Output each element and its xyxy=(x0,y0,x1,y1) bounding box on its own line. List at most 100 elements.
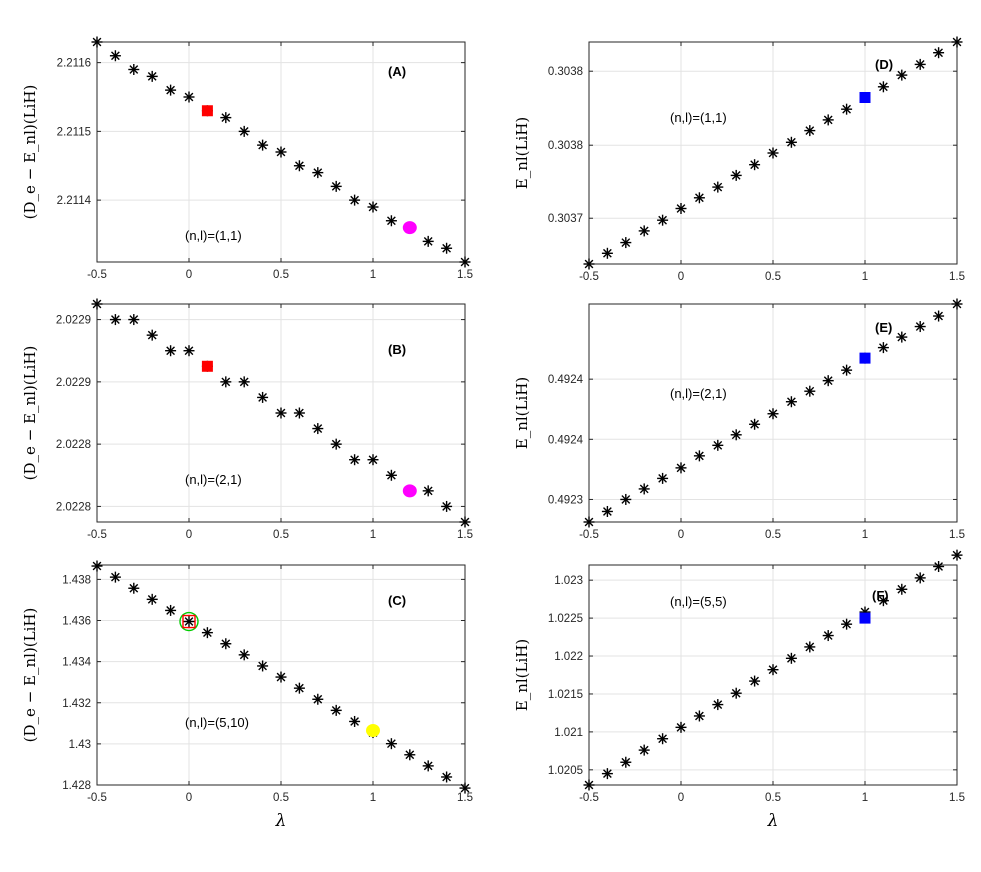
data-point-C-m0p5 xyxy=(91,560,103,572)
x-tick-label: 0 xyxy=(186,529,192,541)
data-point-E-1p5 xyxy=(951,298,963,310)
x-tick-label: 1 xyxy=(370,529,376,541)
x-tick-label: -0.5 xyxy=(87,529,107,541)
data-point-F-0p6 xyxy=(785,652,797,664)
data-point-F-m0p1 xyxy=(657,733,669,745)
data-point-A-0p9 xyxy=(349,194,361,206)
panel-D: -0.5 0 0.5 1 1.5 0.3037 0.3038 0.3038 (D) (n,l)=(… xyxy=(513,36,965,283)
data-point-B-0p6 xyxy=(293,407,305,419)
highlight-C-2 xyxy=(366,724,380,738)
axes-box xyxy=(588,303,958,523)
x-tick-label: 1.5 xyxy=(949,271,965,283)
data-point-A-1p5 xyxy=(459,256,471,268)
data-point-B-1p1 xyxy=(385,469,397,481)
x-tick-label: 0.5 xyxy=(273,269,289,281)
y-tick-label: 1.0225 xyxy=(548,613,583,625)
highlight-D-0 xyxy=(859,92,871,103)
data-point-C-m0p4 xyxy=(109,571,121,583)
data-point-F-1p3 xyxy=(914,572,926,584)
x-tick-label: 0.5 xyxy=(765,529,781,541)
data-point-B-1p5 xyxy=(459,516,471,528)
highlight-E-0 xyxy=(859,352,871,364)
data-point-C-1p4 xyxy=(441,771,453,783)
data-point-D-0p4 xyxy=(749,159,761,171)
y-tick-label: 1.438 xyxy=(62,574,91,586)
data-point-E-0p4 xyxy=(749,418,761,430)
y-axis-label: (D_e − E_nl)(LiH) xyxy=(21,346,39,481)
data-point-F-1p1 xyxy=(877,595,889,607)
y-tick-label: 1.021 xyxy=(554,727,583,739)
data-point-D-0p6 xyxy=(785,136,797,148)
axes-box xyxy=(96,41,466,263)
x-axis-label: λ xyxy=(275,811,287,831)
data-point-A-0 xyxy=(183,91,195,103)
y-tick-label: 1.434 xyxy=(62,657,91,669)
data-point-B-m0p5 xyxy=(91,298,103,310)
data-point-B-0p4 xyxy=(257,391,269,403)
data-point-F-0p4 xyxy=(749,675,761,687)
data-point-C-0 xyxy=(183,616,195,628)
data-point-A-m0p1 xyxy=(165,84,177,96)
y-tick-label: 1.023 xyxy=(554,575,583,587)
x-tick-label: 1.5 xyxy=(457,269,473,281)
data-point-C-0p1 xyxy=(201,627,213,639)
x-axis-label: λ xyxy=(767,811,779,831)
x-tick-label: 1 xyxy=(862,792,868,804)
data-point-C-0p6 xyxy=(293,682,305,694)
data-point-F-0p7 xyxy=(804,641,816,653)
data-point-D-0p7 xyxy=(804,125,816,137)
x-tick-label: 1.5 xyxy=(949,529,965,541)
data-point-B-0 xyxy=(183,345,195,357)
x-tick-label: 0.5 xyxy=(273,792,289,804)
data-point-A-0p2 xyxy=(220,112,232,124)
data-point-B-0p3 xyxy=(238,376,250,388)
data-point-E-0p3 xyxy=(730,429,742,441)
data-point-D-1p2 xyxy=(896,69,908,81)
x-tick-label: 0.5 xyxy=(273,529,289,541)
data-point-B-0p5 xyxy=(275,407,287,419)
axes-box xyxy=(588,41,958,265)
y-tick-label: 0.3038 xyxy=(548,140,583,152)
data-point-F-m0p5 xyxy=(583,779,595,791)
data-point-F-1p5 xyxy=(951,549,963,561)
y-axis-label: (D_e − E_nl)(LiH) xyxy=(21,85,39,220)
data-point-D-0p5 xyxy=(767,147,779,159)
data-point-A-0p3 xyxy=(238,125,250,137)
data-point-E-0p5 xyxy=(767,408,779,420)
x-tick-label: -0.5 xyxy=(579,271,599,283)
x-tick-label: 0 xyxy=(678,271,684,283)
data-point-E-0p1 xyxy=(693,450,705,462)
y-tick-label: 2.0229 xyxy=(56,377,91,389)
panel-label: (D) xyxy=(875,57,893,72)
data-point-A-1 xyxy=(367,201,379,213)
highlight-B-0 xyxy=(201,360,213,372)
data-point-C-0p3 xyxy=(238,649,250,661)
data-point-F-0p5 xyxy=(767,664,779,676)
data-point-C-1p5 xyxy=(459,782,471,794)
data-point-C-m0p2 xyxy=(146,593,158,605)
axes-box xyxy=(588,564,958,786)
data-point-A-m0p4 xyxy=(109,50,121,62)
x-tick-label: -0.5 xyxy=(579,792,599,804)
x-tick-label: 1 xyxy=(370,792,376,804)
data-point-C-0p9 xyxy=(349,715,361,727)
data-point-C-0p8 xyxy=(330,704,342,716)
data-point-D-1p5 xyxy=(951,36,963,48)
highlight-B-1 xyxy=(402,484,417,498)
y-tick-label: 2.2116 xyxy=(57,58,91,70)
data-point-B-m0p4 xyxy=(109,314,121,326)
data-point-D-m0p4 xyxy=(601,247,613,259)
x-tick-label: 1 xyxy=(862,529,868,541)
data-point-B-0p2 xyxy=(220,376,232,388)
y-axis-label: (D_e − E_nl)(LiH) xyxy=(21,608,39,743)
x-tick-label: 1.5 xyxy=(949,792,965,804)
data-point-E-1p3 xyxy=(914,321,926,333)
highlight-A-0 xyxy=(201,105,213,117)
data-point-B-1 xyxy=(367,454,379,466)
quantum-numbers-annotation: (n,l)=(2,1) xyxy=(670,386,727,401)
data-point-E-0p8 xyxy=(822,375,834,387)
data-point-E-1p1 xyxy=(877,342,889,354)
data-point-D-0p8 xyxy=(822,114,834,126)
data-point-E-m0p5 xyxy=(583,516,595,528)
